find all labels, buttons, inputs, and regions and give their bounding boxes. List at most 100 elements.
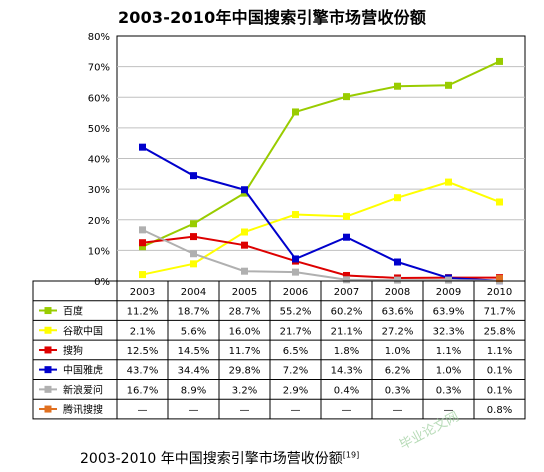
data-point: [394, 276, 401, 284]
x-tick-label: 2009: [436, 287, 461, 298]
legend-marker: [44, 385, 52, 393]
data-label: 32.3%: [433, 326, 465, 337]
data-point: [190, 172, 197, 180]
legend-label: 腾讯搜搜: [63, 403, 103, 416]
legend-label: 新浪爱问: [63, 383, 103, 396]
y-tick-label: 80%: [88, 32, 110, 43]
y-tick-label: 60%: [88, 93, 110, 104]
data-label: 16.0%: [229, 326, 261, 337]
data-label: 12.5%: [127, 346, 159, 357]
data-point: [343, 212, 350, 220]
data-label: 29.8%: [229, 366, 261, 377]
data-label: 21.7%: [280, 326, 312, 337]
data-point: [241, 228, 248, 236]
x-tick-label: 2010: [487, 287, 512, 298]
legend-marker: [44, 366, 52, 374]
x-tick-label: 2004: [181, 287, 206, 298]
y-tick-label: 50%: [88, 124, 110, 135]
data-label: 6.5%: [283, 346, 308, 357]
data-label: 71.7%: [484, 307, 516, 318]
y-tick-label: 0%: [94, 277, 110, 288]
data-label: 0.3%: [436, 385, 461, 396]
data-label: 11.7%: [229, 346, 261, 357]
data-label: 1.0%: [436, 366, 461, 377]
data-point: [292, 268, 299, 276]
data-point: [343, 271, 350, 279]
legend-label: 中国雅虎: [63, 364, 103, 377]
x-tick-label: 2005: [232, 287, 257, 298]
data-point: [190, 250, 197, 258]
data-label: 0.4%: [334, 385, 359, 396]
series-line-2: [142, 235, 500, 279]
data-label: —: [240, 405, 250, 416]
series-line-1: [142, 181, 500, 276]
legend-label: 百度: [63, 305, 83, 318]
y-tick-label: 40%: [88, 155, 110, 166]
data-label: 14.3%: [331, 366, 363, 377]
data-label: 11.2%: [127, 307, 159, 318]
data-point: [496, 57, 503, 65]
data-point: [343, 93, 350, 101]
data-label: 43.7%: [127, 366, 159, 377]
data-label: 0.1%: [487, 385, 512, 396]
data-label: —: [138, 405, 148, 416]
data-point: [343, 233, 350, 241]
data-point: [241, 241, 248, 249]
legend-marker: [44, 307, 52, 315]
data-point: [139, 271, 146, 279]
data-label: 3.2%: [232, 385, 257, 396]
data-label: 5.6%: [181, 326, 206, 337]
data-point: [190, 233, 197, 241]
data-point: [343, 276, 350, 284]
y-tick-label: 30%: [88, 185, 110, 196]
y-tick-label: 10%: [88, 246, 110, 257]
data-label: 63.6%: [382, 307, 414, 318]
data-point: [139, 243, 146, 251]
data-label: 28.7%: [229, 307, 261, 318]
y-tick-label: 70%: [88, 63, 110, 74]
data-label: —: [444, 405, 454, 416]
data-label: 34.4%: [178, 366, 210, 377]
data-label: 1.1%: [487, 346, 512, 357]
data-point: [496, 198, 503, 206]
data-label: 0.8%: [487, 405, 512, 416]
series-line-0: [142, 60, 500, 248]
data-label: 14.5%: [178, 346, 210, 357]
data-label: 1.0%: [385, 346, 410, 357]
data-point: [139, 239, 146, 247]
data-point: [445, 178, 452, 186]
data-point: [292, 211, 299, 219]
legend-label: 搜狗: [63, 344, 83, 357]
data-label: 27.2%: [382, 326, 414, 337]
data-point: [394, 258, 401, 266]
caption-reference: [19]: [342, 450, 360, 460]
x-tick-label: 2003: [130, 287, 155, 298]
series-line-3: [142, 146, 500, 282]
data-point: [292, 108, 299, 116]
data-point: [241, 186, 248, 194]
data-label: —: [342, 405, 352, 416]
chart-title: 2003-2010年中国搜索引擎市场营收份额: [117, 8, 427, 27]
data-label: 1.8%: [334, 346, 359, 357]
data-label: 2.9%: [283, 385, 308, 396]
data-label: 0.1%: [487, 366, 512, 377]
data-label: 16.7%: [127, 385, 159, 396]
legend-marker: [44, 346, 52, 354]
data-label: —: [189, 405, 199, 416]
data-label: 7.2%: [283, 366, 308, 377]
data-point: [496, 275, 503, 283]
data-point: [139, 226, 146, 234]
data-point: [445, 81, 452, 89]
legend-marker: [44, 326, 52, 334]
data-label: 21.1%: [331, 326, 363, 337]
x-tick-label: 2007: [334, 287, 359, 298]
legend-label: 谷歌中国: [63, 324, 103, 337]
data-label: 55.2%: [280, 307, 312, 318]
data-point: [139, 143, 146, 151]
data-label: —: [393, 405, 403, 416]
legend-marker: [44, 405, 52, 413]
data-label: 2.1%: [130, 326, 155, 337]
data-label: 8.9%: [181, 385, 206, 396]
data-point: [292, 255, 299, 263]
y-tick-label: 20%: [88, 216, 110, 227]
